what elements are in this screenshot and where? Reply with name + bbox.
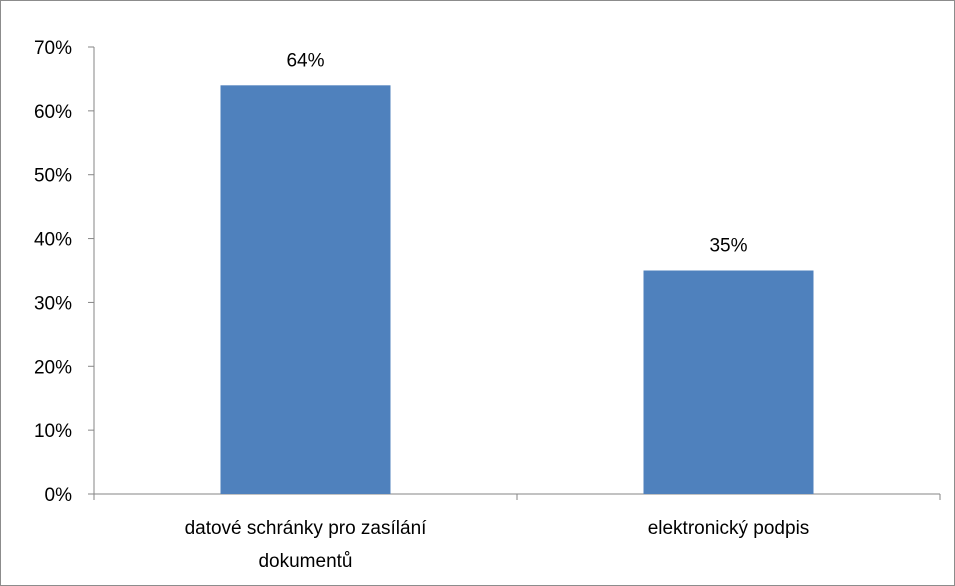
y-tick-label: 10% <box>34 421 72 442</box>
data-label: 35% <box>709 236 747 257</box>
data-label: 64% <box>286 50 324 71</box>
category-label: dokumentů <box>258 551 352 572</box>
y-tick-label: 40% <box>34 230 72 251</box>
y-tick-label: 0% <box>45 485 73 506</box>
y-tick-label: 70% <box>34 38 72 59</box>
bar <box>643 270 814 494</box>
bar <box>220 85 391 495</box>
y-tick-label: 60% <box>34 102 72 123</box>
y-tick-label: 30% <box>34 293 72 314</box>
y-tick-label: 20% <box>34 357 72 378</box>
category-label: elektronický podpis <box>648 518 810 539</box>
y-tick-label: 50% <box>34 166 72 187</box>
category-label: datové schránky pro zasílání <box>185 518 428 539</box>
